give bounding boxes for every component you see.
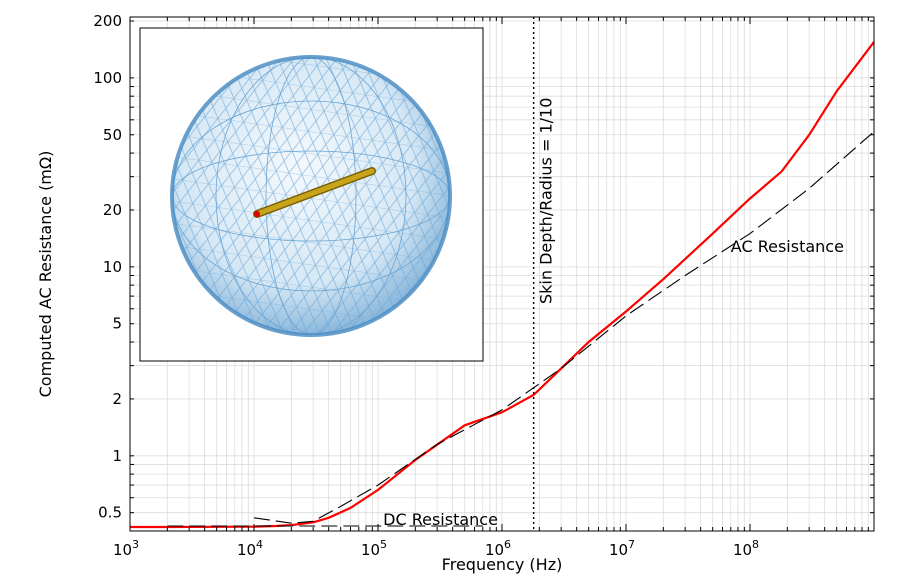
y-tick-label: 5: [112, 315, 122, 333]
y-tick-label: 0.5: [98, 504, 122, 522]
data-series: [130, 17, 875, 531]
y-tick-label: 20: [103, 201, 122, 219]
x-axis-title: Frequency (Hz): [442, 555, 563, 574]
x-tick-label: 107: [609, 538, 635, 559]
wire-icon: [253, 167, 376, 218]
x-tick-label: 108: [733, 538, 759, 559]
inset-panel: [139, 27, 484, 362]
computed-resistance-curve: [130, 41, 875, 529]
x-tick-label: 103: [113, 538, 139, 559]
y-axis-title: Computed AC Resistance (mΩ): [36, 151, 55, 398]
dc-resistance-label: DC Resistance: [383, 510, 498, 529]
x-tick-label: 104: [237, 538, 263, 559]
y-tick-label: 100: [93, 69, 122, 87]
axes: 103 104 105 106 107 108 0.5 1 2 5 10 20 50 100 200: [93, 12, 874, 559]
ac-resistance-label: AC Resistance: [731, 237, 844, 256]
y-tick-label: 10: [103, 258, 122, 276]
y-tick-label: 50: [103, 126, 122, 144]
skin-depth-label: Skin Depth/Radius = 1/10: [537, 98, 556, 304]
y-tick-label: 200: [93, 12, 122, 30]
ac-resistance-curve: [253, 131, 875, 524]
y-tick-label: 2: [112, 390, 122, 408]
y-tick-label: 1: [112, 447, 122, 465]
x-tick-label: 106: [485, 538, 511, 559]
x-tick-label: 105: [361, 538, 387, 559]
